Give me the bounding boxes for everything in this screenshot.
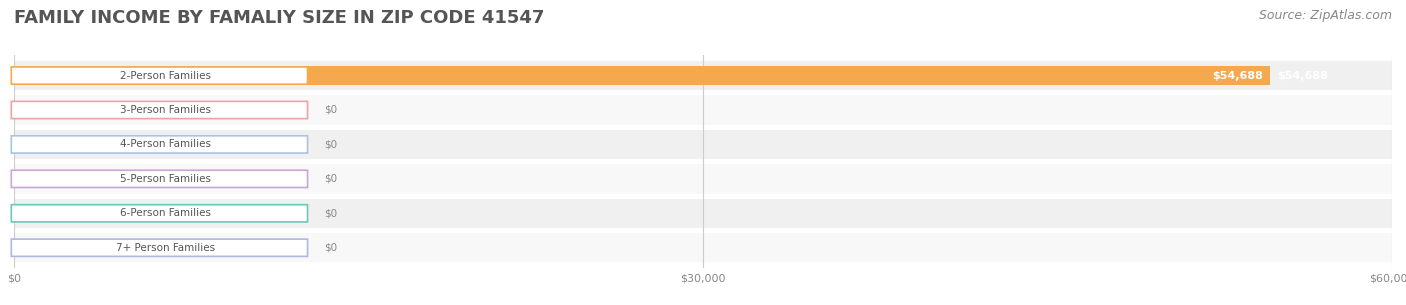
- Text: $0: $0: [325, 139, 337, 149]
- FancyBboxPatch shape: [11, 101, 308, 119]
- Text: 2-Person Families: 2-Person Families: [120, 70, 211, 81]
- Text: FAMILY INCOME BY FAMALIY SIZE IN ZIP CODE 41547: FAMILY INCOME BY FAMALIY SIZE IN ZIP COD…: [14, 9, 544, 27]
- Text: $54,688: $54,688: [1212, 70, 1263, 81]
- FancyBboxPatch shape: [11, 239, 308, 257]
- Text: Source: ZipAtlas.com: Source: ZipAtlas.com: [1258, 9, 1392, 22]
- FancyBboxPatch shape: [11, 170, 308, 188]
- Bar: [14, 130, 1392, 159]
- Text: $0: $0: [325, 243, 337, 253]
- Bar: [14, 95, 1392, 125]
- Text: $0: $0: [325, 208, 337, 218]
- Bar: [14, 199, 1392, 228]
- Bar: [14, 66, 1270, 85]
- Text: 5-Person Families: 5-Person Families: [120, 174, 211, 184]
- Text: 4-Person Families: 4-Person Families: [120, 139, 211, 149]
- Bar: [14, 164, 1392, 193]
- Text: 3-Person Families: 3-Person Families: [120, 105, 211, 115]
- FancyBboxPatch shape: [11, 136, 308, 153]
- Bar: [14, 233, 1392, 262]
- Text: 6-Person Families: 6-Person Families: [120, 208, 211, 218]
- Bar: [14, 61, 1392, 90]
- FancyBboxPatch shape: [11, 205, 308, 222]
- Text: 7+ Person Families: 7+ Person Families: [115, 243, 215, 253]
- Text: $0: $0: [325, 105, 337, 115]
- Text: $54,688: $54,688: [1277, 70, 1327, 81]
- Text: $0: $0: [325, 174, 337, 184]
- FancyBboxPatch shape: [11, 67, 308, 84]
